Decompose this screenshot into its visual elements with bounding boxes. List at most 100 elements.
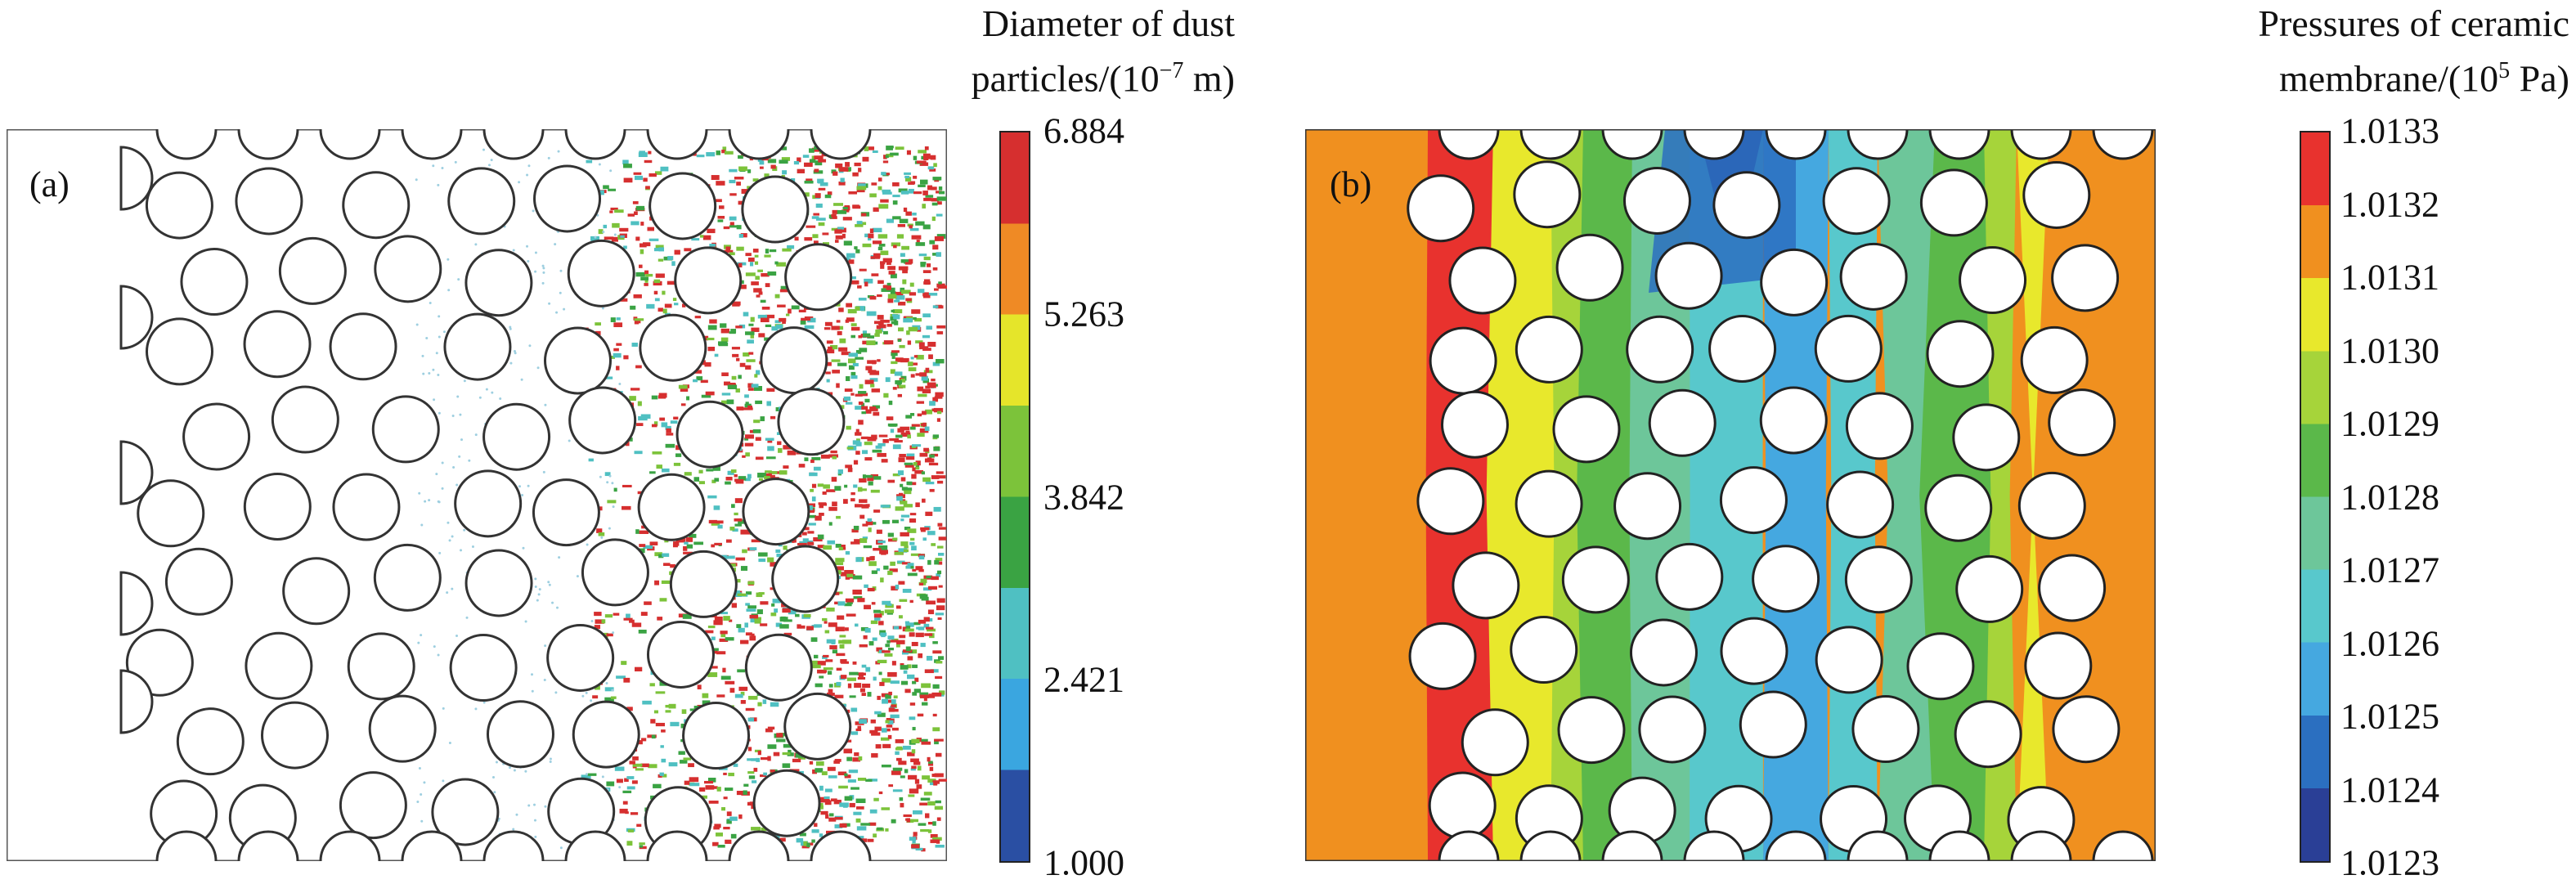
dust-particle — [737, 669, 746, 673]
fiber-circle — [533, 164, 602, 233]
dust-particle — [864, 604, 871, 610]
dust-particle — [926, 655, 933, 661]
dust-particle — [826, 489, 836, 492]
dust-particle — [900, 287, 905, 293]
dust-particle — [916, 784, 922, 789]
fiber-circle — [443, 312, 512, 381]
dust-particle — [622, 790, 632, 793]
dust-particle — [937, 480, 944, 484]
dust-particle — [645, 186, 650, 190]
dust-particle — [880, 577, 884, 583]
dust-particle — [421, 354, 424, 357]
dust-particle — [913, 810, 922, 814]
dust-particle — [524, 770, 527, 773]
dust-particle — [868, 822, 877, 826]
dust-particle — [711, 544, 716, 548]
dust-particle — [923, 617, 930, 622]
dust-particle — [532, 209, 535, 213]
dust-particle — [415, 178, 418, 182]
colorbar-tick-label: 1.0130 — [2340, 330, 2439, 370]
dust-particle — [922, 204, 927, 209]
dust-particle — [822, 656, 828, 659]
dust-particle — [854, 683, 862, 688]
dust-particle — [907, 340, 912, 345]
dust-particle — [788, 610, 797, 615]
fiber-circle — [648, 172, 717, 240]
dust-particle — [898, 457, 905, 463]
dust-particle — [534, 251, 537, 254]
dust-particle — [616, 779, 623, 783]
dust-particle — [812, 147, 822, 152]
dust-particle — [916, 160, 927, 164]
dust-particle — [534, 585, 537, 588]
dust-particle — [596, 190, 604, 195]
dust-particle — [881, 634, 886, 638]
dust-particle — [899, 344, 905, 348]
dust-particle — [933, 288, 939, 291]
dust-particle — [864, 379, 874, 384]
dust-particle — [723, 381, 731, 386]
dust-particle — [801, 625, 806, 629]
fiber-circle — [2038, 554, 2107, 622]
dust-particle — [749, 614, 759, 619]
dust-particle — [916, 354, 924, 360]
dust-particle — [854, 539, 860, 542]
dust-particle — [920, 527, 930, 531]
dust-particle — [826, 693, 835, 696]
dust-particle — [855, 306, 865, 312]
dust-particle — [803, 192, 810, 197]
dust-particle — [886, 153, 894, 158]
dust-particle — [901, 562, 911, 565]
dust-particle — [446, 591, 449, 595]
dust-particle — [889, 438, 900, 442]
dust-particle — [870, 719, 876, 724]
fiber-circle — [1924, 473, 1993, 542]
dust-particle — [840, 177, 845, 182]
dust-particle — [811, 483, 817, 488]
dust-particle — [758, 478, 763, 481]
dust-particle — [938, 656, 945, 660]
dust-particle — [936, 573, 940, 577]
dust-particle — [923, 279, 931, 284]
dust-particle — [853, 811, 862, 815]
dust-particle — [782, 248, 792, 252]
dust-particle-panel: (a) — [7, 129, 947, 861]
dust-particle — [707, 495, 717, 499]
dust-particle — [936, 570, 942, 575]
dust-particle — [707, 626, 716, 629]
dust-particle — [882, 743, 891, 748]
dust-particle — [855, 393, 863, 397]
dust-particle — [880, 320, 890, 323]
dust-particle — [644, 601, 652, 605]
dust-particle — [648, 238, 659, 241]
dust-particle — [782, 608, 791, 613]
dust-particle — [878, 791, 883, 795]
dust-particle — [783, 465, 789, 469]
dust-particle — [636, 823, 642, 828]
fiber-circle — [674, 246, 743, 315]
dust-particle — [900, 532, 909, 536]
fiber-circle — [373, 543, 442, 612]
dust-particle — [626, 776, 635, 779]
dust-particle — [754, 374, 758, 378]
dust-particle — [616, 317, 621, 321]
dust-particle — [854, 752, 859, 756]
dust-particle — [759, 160, 765, 165]
dust-particle — [831, 641, 836, 644]
dust-particle — [880, 199, 889, 203]
dust-particle — [543, 678, 546, 681]
dust-particle — [923, 792, 932, 796]
dust-particle — [910, 553, 921, 556]
dust-particle — [765, 470, 772, 473]
dust-particle — [910, 362, 918, 366]
dust-particle — [764, 476, 770, 479]
dust-particle — [824, 194, 832, 199]
dust-particle — [862, 523, 868, 527]
dust-particle — [855, 728, 862, 731]
dust-particle — [885, 604, 894, 608]
dust-particle — [855, 429, 859, 433]
dust-particle — [604, 236, 614, 240]
dust-particle — [882, 519, 890, 524]
dust-particle — [720, 612, 729, 615]
dust-particle — [887, 479, 895, 483]
